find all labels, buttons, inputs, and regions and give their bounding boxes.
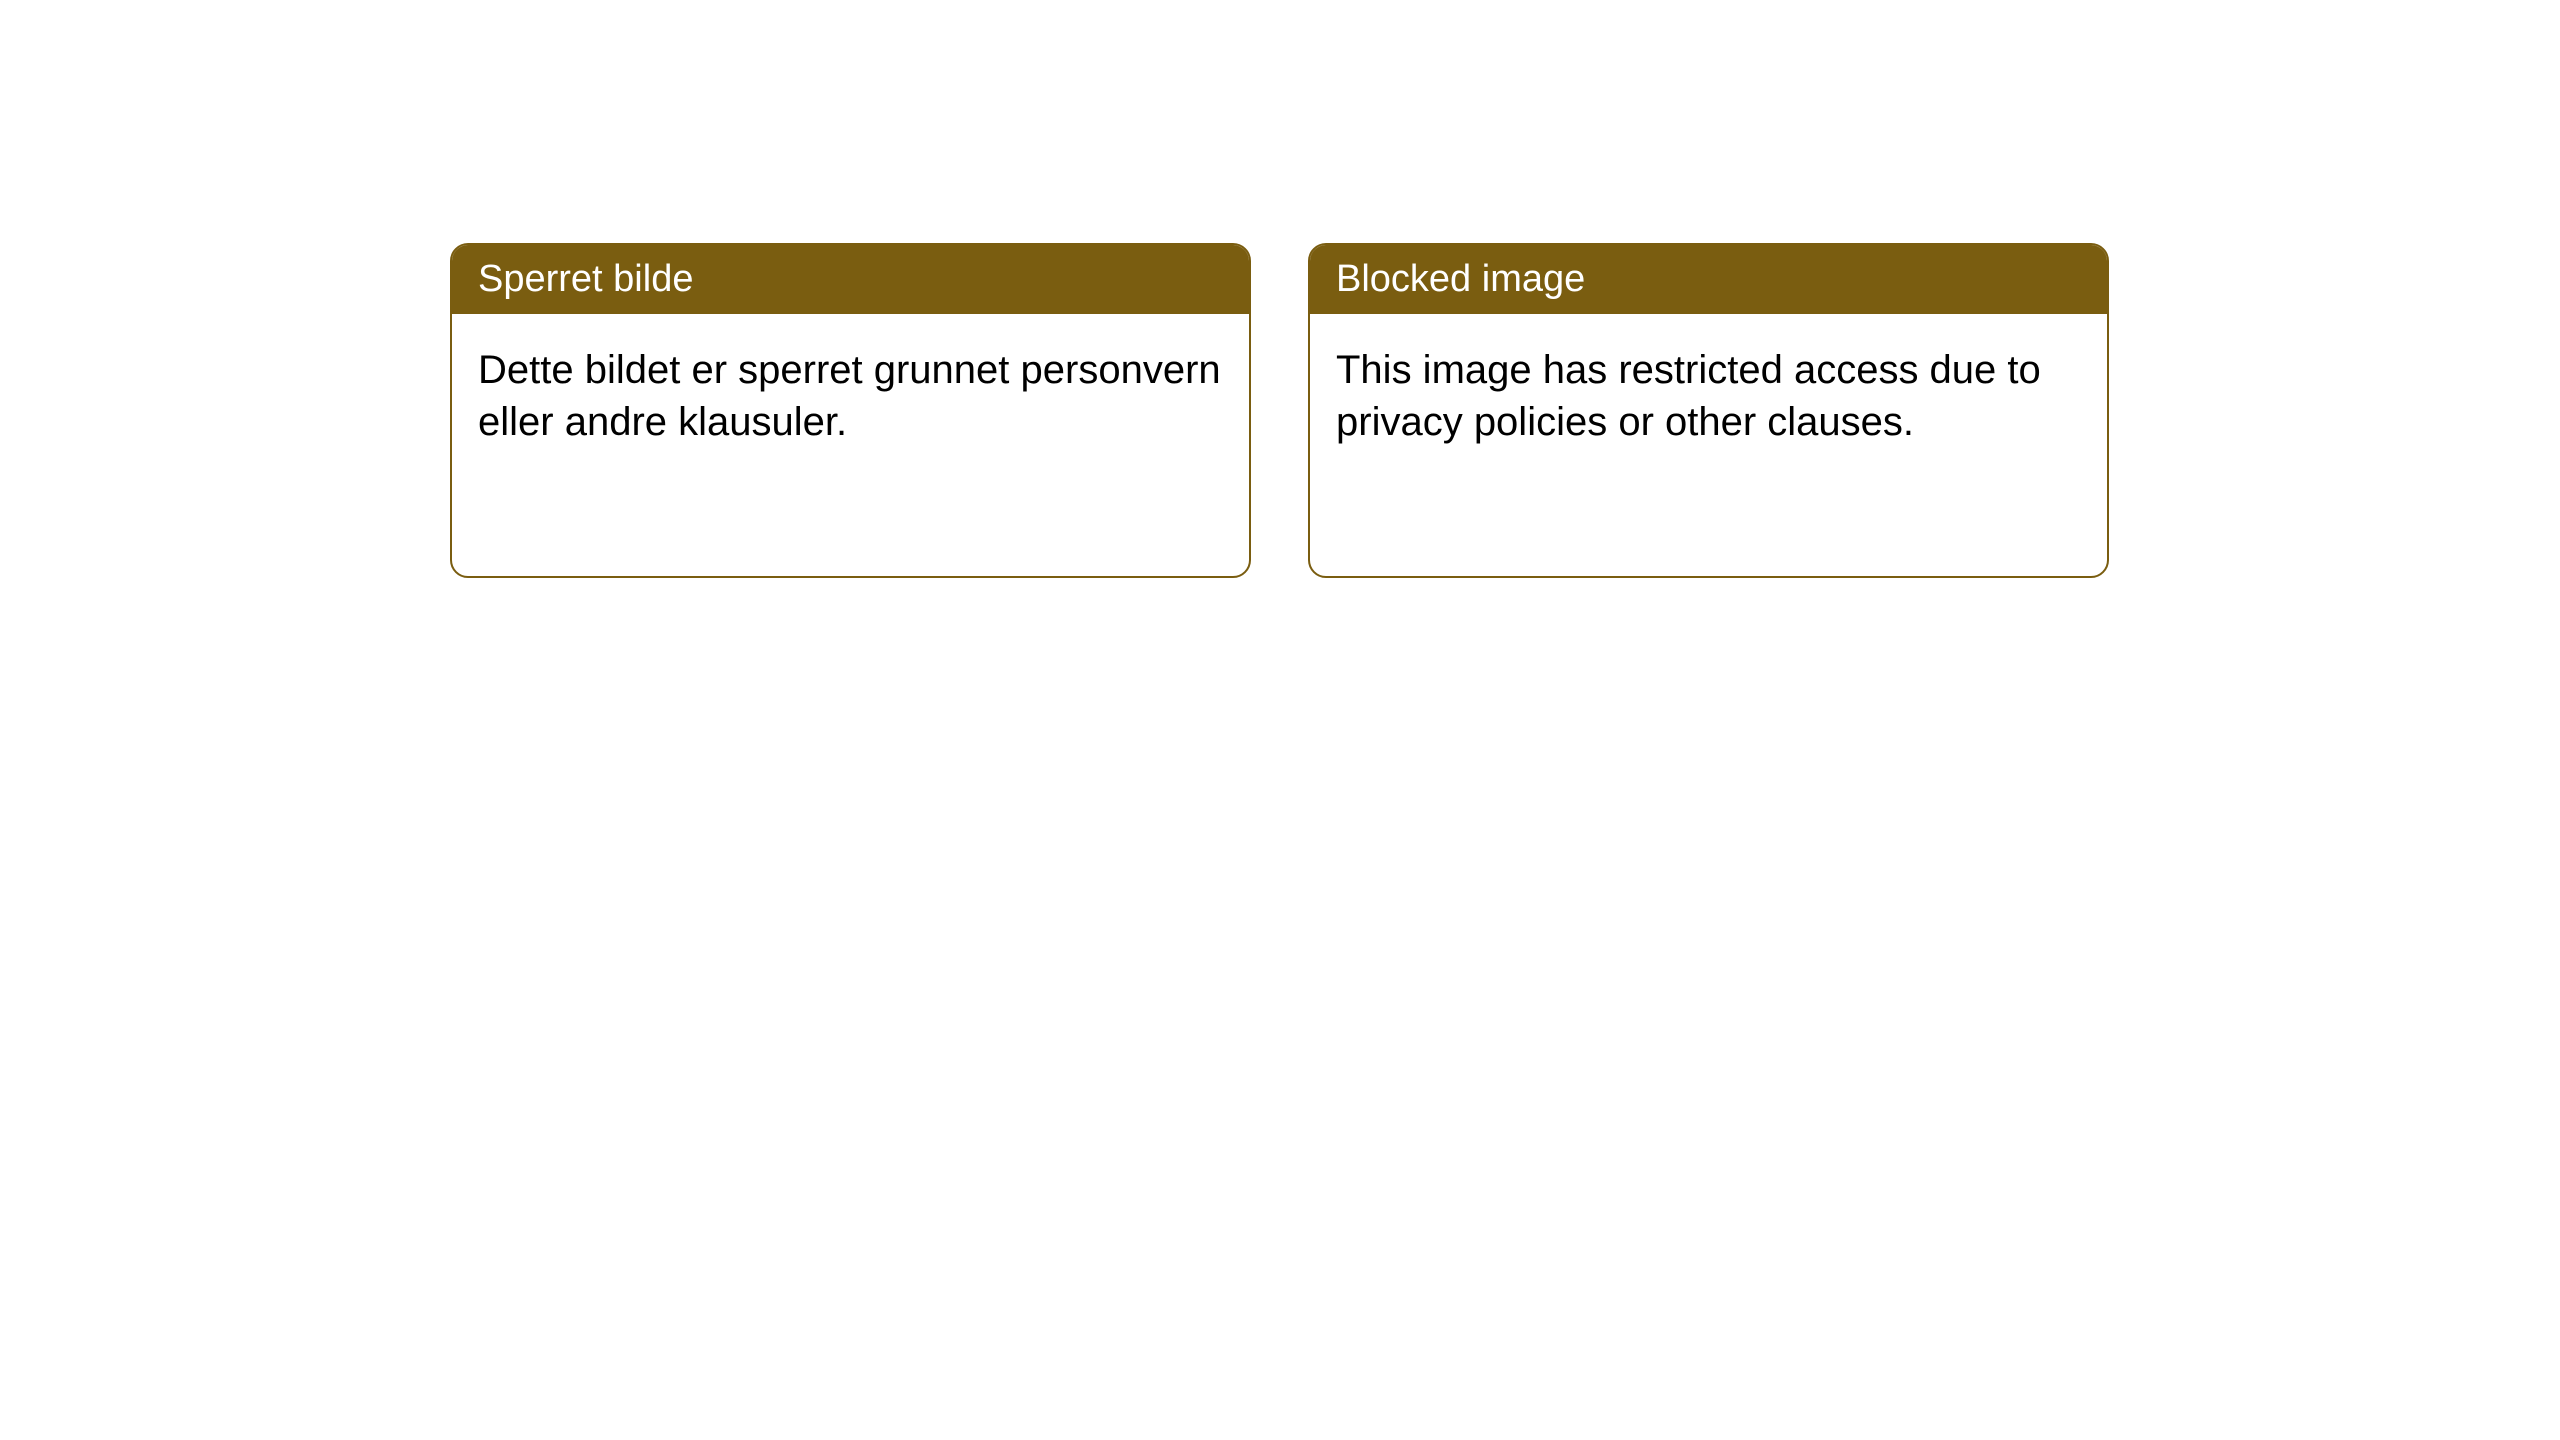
- notice-body: This image has restricted access due to …: [1310, 314, 2107, 478]
- notice-title: Sperret bilde: [478, 258, 693, 300]
- notice-message: This image has restricted access due to …: [1336, 348, 2041, 444]
- notice-container: Sperret bilde Dette bildet er sperret gr…: [0, 0, 2560, 578]
- notice-body: Dette bildet er sperret grunnet personve…: [452, 314, 1249, 478]
- notice-message: Dette bildet er sperret grunnet personve…: [478, 348, 1221, 444]
- notice-card-norwegian: Sperret bilde Dette bildet er sperret gr…: [450, 243, 1251, 578]
- notice-header: Sperret bilde: [452, 245, 1249, 314]
- notice-card-english: Blocked image This image has restricted …: [1308, 243, 2109, 578]
- notice-header: Blocked image: [1310, 245, 2107, 314]
- notice-title: Blocked image: [1336, 258, 1585, 300]
